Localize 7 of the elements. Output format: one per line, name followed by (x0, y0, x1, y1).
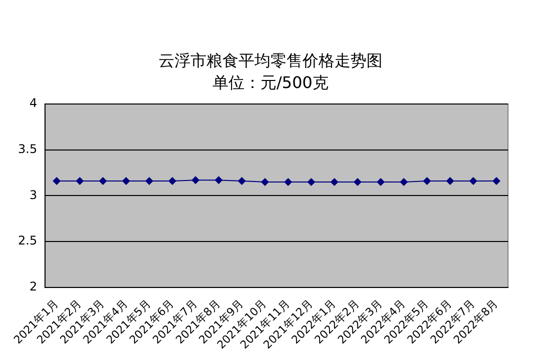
y-tick-label: 4 (29, 96, 38, 110)
chart-subtitle: 单位：元/500克 (212, 72, 330, 94)
chart-title: 云浮市粮食平均零售价格走势图 (158, 50, 384, 72)
y-tick-label: 3 (29, 188, 38, 202)
y-tick-label: 3.5 (18, 142, 38, 156)
y-tick-label: 2.5 (18, 234, 38, 248)
y-tick-label: 2 (29, 280, 38, 294)
